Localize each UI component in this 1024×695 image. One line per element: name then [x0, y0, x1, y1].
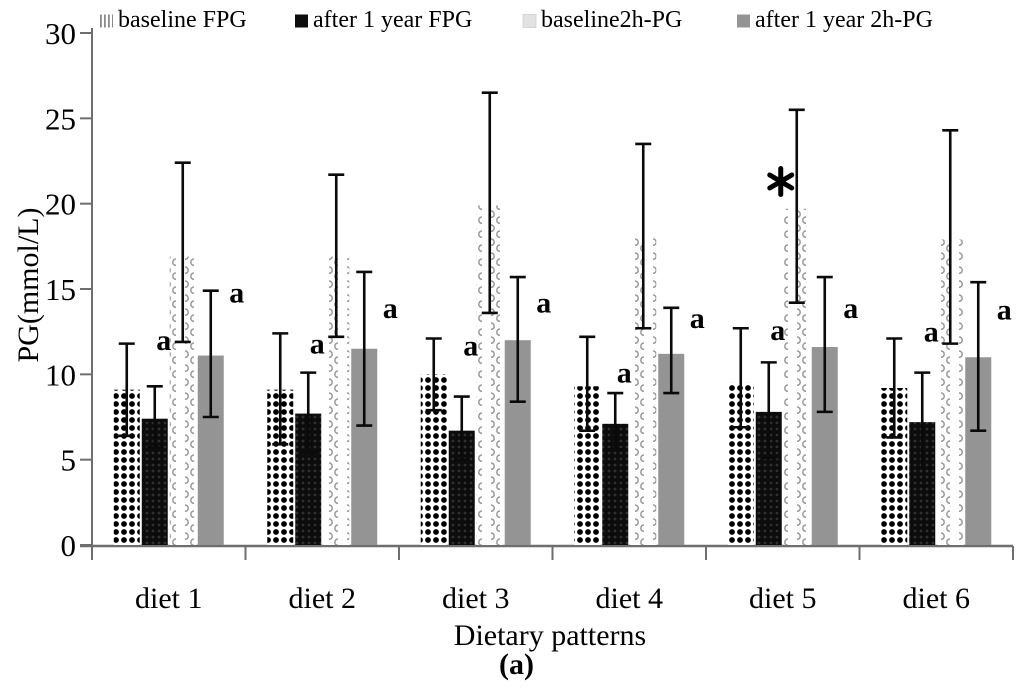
significance-label-7: a [690, 302, 705, 335]
error-bar-after-1-year-2h-PG-diet-1 [202, 289, 219, 419]
category-label-3: diet 3 [442, 582, 510, 615]
significance-label-2: a [310, 328, 325, 361]
error-bars-layer [118, 91, 987, 470]
significance-star [767, 165, 795, 197]
error-bar-baseline-FPG-diet-1 [118, 342, 135, 438]
y-tick-label-25: 25 [45, 101, 76, 136]
y-tick-label-20: 20 [45, 187, 76, 222]
significance-label-6: a [617, 357, 632, 390]
error-bar-baseline-FPG-diet-2 [272, 332, 289, 446]
legend-swatch-black [295, 14, 308, 28]
legend-swatch-gray [737, 14, 750, 28]
category-label-2: diet 2 [289, 582, 357, 615]
bars-layer [113, 205, 992, 546]
error-bar-after-1-year-2h-PG-diet-6 [970, 280, 987, 432]
error-bar-after-1-year-2h-PG-diet-2 [356, 270, 373, 427]
y-tick-label-5: 5 [61, 443, 77, 478]
legend-label-waves: baseline2h-PG [541, 7, 682, 33]
significance-label-3: a [383, 292, 398, 325]
error-bar-after-1-year-FPG-diet-1 [146, 384, 163, 450]
error-bar-baseline2h-PG-diet-5 [788, 108, 805, 304]
error-bar-after-1-year-FPG-diet-6 [914, 371, 931, 470]
error-bar-baseline2h-PG-diet-4 [635, 142, 652, 330]
error-bar-baseline-FPG-diet-6 [886, 337, 903, 439]
legend-label-black: after 1 year FPG [313, 7, 472, 33]
y-tick-label-30: 30 [45, 16, 76, 51]
category-label-1: diet 1 [135, 582, 203, 615]
significance-label-5: a [536, 287, 551, 320]
error-bar-after-1-year-FPG-diet-4 [607, 391, 624, 451]
y-tick-label-15: 15 [45, 272, 76, 307]
error-bar-after-1-year-2h-PG-diet-5 [816, 275, 833, 414]
significance-label-11: a [924, 316, 939, 349]
error-bar-baseline2h-PG-diet-1 [174, 161, 191, 344]
error-bar-baseline-FPG-diet-3 [425, 337, 442, 412]
legend-label-dots: baseline FPG [118, 7, 247, 33]
significance-label-12: a [997, 293, 1012, 326]
x-axis-title: Dietary patterns [454, 619, 646, 652]
error-bar-after-1-year-FPG-diet-2 [300, 371, 317, 455]
error-bar-after-1-year-2h-PG-diet-3 [509, 275, 526, 403]
y-tick-label-0: 0 [61, 528, 77, 563]
significance-label-4: a [463, 329, 478, 362]
category-label-5: diet 5 [749, 582, 817, 615]
axis-labels-layer: diet 1 diet 2 diet 3 diet 4 diet 5 diet 6 Diet… [12, 208, 970, 653]
error-bar-baseline2h-PG-diet-3 [481, 91, 498, 315]
bar-chart-canvas: 0 5 10 15 20 25 30 a a a a a a a a a a a a baseline FPG af… [12, 7, 1014, 653]
legend-label-gray: after 1 year 2h-PG [755, 7, 933, 33]
error-bar-baseline2h-PG-diet-6 [942, 128, 959, 345]
annotations-layer: a a a a a a a a a a a a [156, 165, 1012, 390]
figure-caption: (a) [499, 648, 534, 681]
y-axis-title: PG(mmol/L) [12, 208, 45, 363]
error-bar-after-1-year-2h-PG-diet-4 [663, 306, 680, 395]
significance-label-10: a [843, 292, 858, 325]
significance-label-8: a [770, 314, 785, 347]
error-bar-baseline2h-PG-diet-2 [328, 173, 345, 339]
category-label-4: diet 4 [596, 582, 664, 615]
legend-swatch-waves [522, 14, 537, 28]
axes-layer: 0 5 10 15 20 25 30 [45, 16, 1014, 563]
error-bar-after-1-year-FPG-diet-5 [760, 361, 777, 460]
error-bar-after-1-year-FPG-diet-3 [453, 395, 470, 461]
significance-label-0: a [156, 324, 171, 357]
legend-layer: baseline FPG after 1 year FPG baseline2h-P… [100, 7, 933, 33]
legend-swatch-dots [100, 14, 113, 28]
y-tick-label-10: 10 [45, 357, 76, 392]
error-bar-baseline-FPG-diet-4 [579, 335, 596, 432]
error-bar-baseline-FPG-diet-5 [732, 326, 749, 429]
significance-label-1: a [229, 276, 244, 309]
category-label-6: diet 6 [903, 582, 971, 615]
